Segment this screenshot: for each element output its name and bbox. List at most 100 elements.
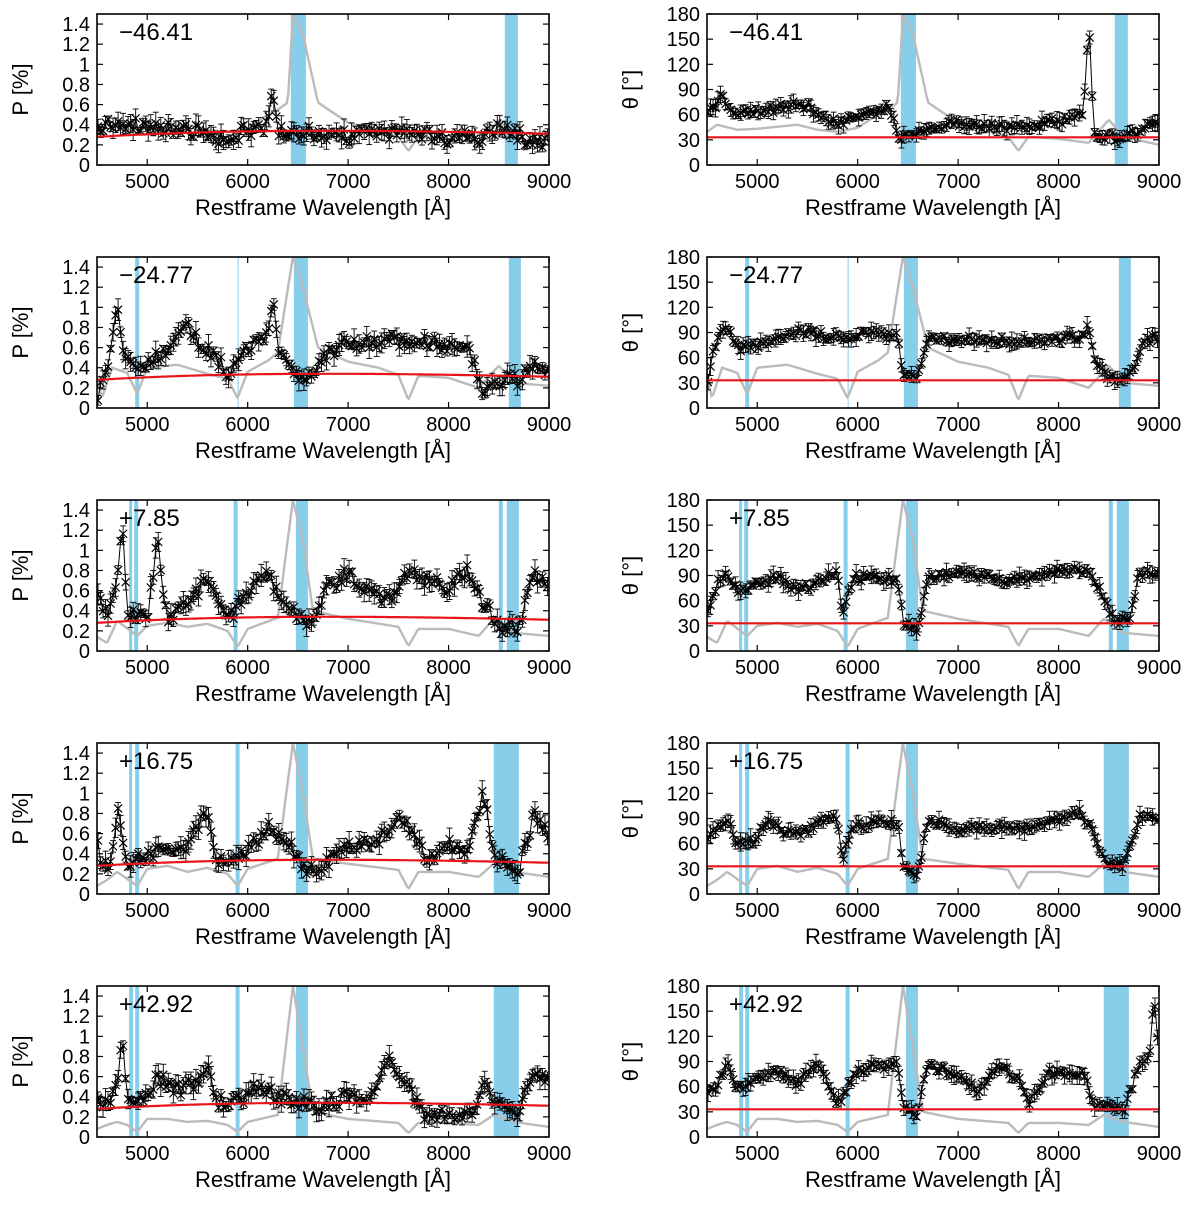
shaded-band xyxy=(233,500,238,651)
x-axis-label: Restframe Wavelength [Å] xyxy=(195,924,451,949)
x-tick-label: 7000 xyxy=(326,900,371,922)
y-tick-label: 30 xyxy=(678,130,700,152)
y-tick-label: 60 xyxy=(678,834,700,856)
y-axis-label: θ [°] xyxy=(618,313,643,352)
y-tick-label: 1 xyxy=(79,1026,90,1048)
epoch-label: −24.77 xyxy=(729,262,803,289)
plot-frame xyxy=(96,499,550,652)
data-point xyxy=(707,374,713,391)
x-tick-label: 9000 xyxy=(527,900,572,922)
y-tick-label: 0.2 xyxy=(62,135,90,157)
y-tick-label: 0.8 xyxy=(62,74,90,96)
theta-panel-3: 5000 6000 7000 8000 9000 0 30 60 90 120 150 180 Rest… xyxy=(618,490,1181,706)
y-tick-label: 0.2 xyxy=(62,621,90,643)
data-point xyxy=(543,364,549,374)
x-tick-label: 8000 xyxy=(1036,1143,1081,1165)
flux-spectrum-line xyxy=(97,500,549,648)
y-tick-label: 180 xyxy=(667,733,700,755)
y-tick-label: 120 xyxy=(667,783,700,805)
y-tick-label: 0.8 xyxy=(62,560,90,582)
y-tick-label: 0.8 xyxy=(62,803,90,825)
y-tick-label: 120 xyxy=(667,1026,700,1048)
x-tick-label: 5000 xyxy=(735,414,780,436)
flux-spectrum-line xyxy=(707,986,1159,1134)
theta-panel-1: 5000 6000 7000 8000 9000 0 30 60 90 120 150 180 Rest… xyxy=(618,4,1181,220)
x-tick-label: 6000 xyxy=(225,414,270,436)
x-tick-label: 5000 xyxy=(125,171,170,193)
x-tick-label: 5000 xyxy=(125,900,170,922)
y-tick-label: 0 xyxy=(689,398,700,420)
y-axis-label: P [%] xyxy=(8,549,33,601)
x-tick-label: 8000 xyxy=(426,1143,471,1165)
y-tick-label: 1 xyxy=(79,54,90,76)
y-tick-label: 0 xyxy=(79,884,90,906)
shaded-band xyxy=(498,500,503,651)
data-line xyxy=(707,807,1158,877)
x-axis-label: Restframe Wavelength [Å] xyxy=(805,1167,1061,1192)
y-tick-label: 0.8 xyxy=(62,317,90,339)
y-tick-label: 60 xyxy=(678,591,700,613)
y-tick-label: 0 xyxy=(79,155,90,177)
x-tick-label: 6000 xyxy=(835,414,880,436)
y-tick-label: 60 xyxy=(678,348,700,370)
isp-fit-line xyxy=(97,1101,549,1110)
y-tick-label: 1.4 xyxy=(62,743,90,765)
y-tick-label: 0 xyxy=(79,398,90,420)
x-tick-label: 7000 xyxy=(326,414,371,436)
x-tick-label: 7000 xyxy=(326,657,371,679)
epoch-label: +16.75 xyxy=(729,748,803,775)
y-tick-label: 180 xyxy=(667,490,700,512)
x-tick-label: 8000 xyxy=(1036,414,1081,436)
y-tick-label: 0.2 xyxy=(62,1107,90,1129)
plot-area xyxy=(97,14,549,165)
p-panel-1: 5000 6000 7000 8000 9000 00.20.40.60.811.21.4… xyxy=(8,13,571,220)
epoch-label: −46.41 xyxy=(729,19,803,46)
x-tick-label: 7000 xyxy=(936,1143,981,1165)
plot-frame xyxy=(96,985,550,1138)
x-tick-label: 8000 xyxy=(426,900,471,922)
x-axis-label: Restframe Wavelength [Å] xyxy=(195,681,451,706)
x-axis-label: Restframe Wavelength [Å] xyxy=(195,195,451,220)
y-tick-label: 60 xyxy=(678,1077,700,1099)
shaded-band xyxy=(235,986,240,1137)
y-tick-label: 150 xyxy=(667,515,700,537)
x-tick-label: 6000 xyxy=(225,900,270,922)
p-panel-2: 5000 6000 7000 8000 9000 00.20.40.60.811.21.4… xyxy=(8,256,571,463)
y-axis-label: θ [°] xyxy=(618,556,643,595)
x-tick-label: 5000 xyxy=(125,657,170,679)
shaded-band xyxy=(847,257,849,408)
y-tick-label: 0 xyxy=(79,1127,90,1149)
y-tick-label: 1.2 xyxy=(62,763,90,785)
y-tick-label: 0.6 xyxy=(62,1067,90,1089)
data-line xyxy=(707,1006,1158,1118)
flux-spectrum-line xyxy=(97,257,549,401)
x-tick-label: 9000 xyxy=(527,657,572,679)
y-tick-label: 1.4 xyxy=(62,986,90,1008)
plot-area xyxy=(97,500,549,651)
y-tick-label: 1.4 xyxy=(62,500,90,522)
epoch-label: +7.85 xyxy=(729,505,790,532)
y-tick-label: 0.4 xyxy=(62,115,90,137)
x-tick-label: 6000 xyxy=(835,657,880,679)
data-line xyxy=(97,1044,548,1122)
shaded-band xyxy=(744,500,749,651)
x-tick-label: 9000 xyxy=(1137,657,1182,679)
shaded-band xyxy=(745,743,750,894)
y-axis-label: θ [°] xyxy=(618,1042,643,1081)
y-tick-label: 1 xyxy=(79,783,90,805)
data-line xyxy=(707,566,1158,634)
y-tick-label: 0.6 xyxy=(62,338,90,360)
data-series xyxy=(707,559,1159,641)
data-series xyxy=(97,1040,549,1129)
isp-fit-line xyxy=(97,129,549,138)
plot-frame xyxy=(96,256,550,409)
shaded-band xyxy=(1108,500,1113,651)
x-tick-label: 7000 xyxy=(326,171,371,193)
y-tick-label: 0 xyxy=(689,155,700,177)
y-tick-label: 1.2 xyxy=(62,34,90,56)
shaded-band xyxy=(843,500,848,651)
x-tick-label: 6000 xyxy=(225,657,270,679)
x-tick-label: 5000 xyxy=(735,171,780,193)
plot-frame xyxy=(96,13,550,166)
x-tick-label: 6000 xyxy=(835,171,880,193)
